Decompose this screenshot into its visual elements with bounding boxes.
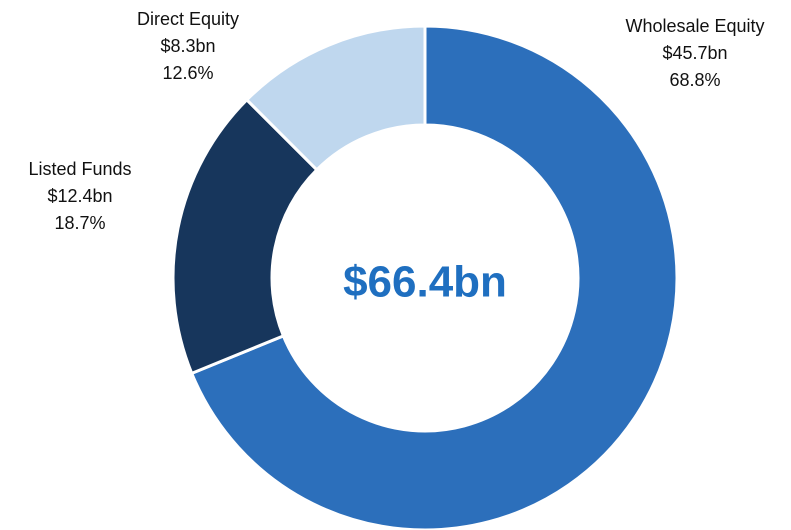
slice-percent: 68.8% xyxy=(669,70,720,90)
donut-slice xyxy=(171,97,319,376)
slice-value: $45.7bn xyxy=(662,43,727,63)
slice-name: Listed Funds xyxy=(28,159,131,179)
center-total: $66.4bn xyxy=(343,258,507,307)
slice-percent: 12.6% xyxy=(162,63,213,83)
slice-name: Direct Equity xyxy=(137,9,239,29)
donut-slice xyxy=(189,24,679,530)
slice-percent: 18.7% xyxy=(54,213,105,233)
donut-slice xyxy=(244,24,427,172)
slice-value: $8.3bn xyxy=(160,36,215,56)
slice-name: Wholesale Equity xyxy=(625,16,764,36)
slice-value: $12.4bn xyxy=(47,186,112,206)
